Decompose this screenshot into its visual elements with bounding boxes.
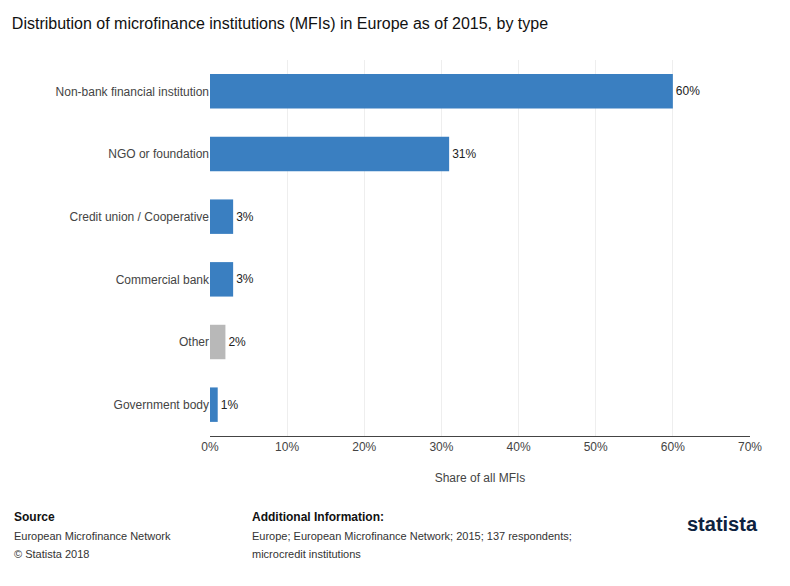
svg-text:30%: 30% xyxy=(429,440,453,454)
svg-text:31%: 31% xyxy=(452,147,476,161)
svg-text:NGO or foundation: NGO or foundation xyxy=(108,147,209,161)
svg-text:Non-bank financial institution: Non-bank financial institution xyxy=(56,85,209,99)
svg-text:Additional Information:: Additional Information: xyxy=(252,510,384,524)
svg-text:© Statista 2018: © Statista 2018 xyxy=(14,548,89,560)
svg-text:Distribution of microfinance i: Distribution of microfinance institution… xyxy=(12,15,548,32)
svg-text:60%: 60% xyxy=(676,84,700,98)
svg-text:European Microfinance Network: European Microfinance Network xyxy=(14,530,171,542)
svg-text:Source: Source xyxy=(14,510,55,524)
svg-text:Commercial bank: Commercial bank xyxy=(116,273,210,287)
svg-text:70%: 70% xyxy=(738,440,762,454)
svg-text:0%: 0% xyxy=(201,440,219,454)
svg-text:Europe; European Microfinance: Europe; European Microfinance Network; 2… xyxy=(252,530,572,542)
svg-text:Credit union / Cooperative: Credit union / Cooperative xyxy=(70,210,210,224)
svg-text:60%: 60% xyxy=(661,440,685,454)
svg-text:Government body: Government body xyxy=(114,398,209,412)
svg-text:3%: 3% xyxy=(236,210,254,224)
svg-text:Other: Other xyxy=(179,335,209,349)
svg-text:1%: 1% xyxy=(221,398,239,412)
svg-text:40%: 40% xyxy=(507,440,531,454)
svg-text:3%: 3% xyxy=(236,272,254,286)
svg-text:50%: 50% xyxy=(584,440,608,454)
svg-text:10%: 10% xyxy=(275,440,299,454)
svg-text:microcredit institutions: microcredit institutions xyxy=(252,548,361,560)
svg-text:Share of all MFIs: Share of all MFIs xyxy=(435,471,526,485)
svg-text:statista: statista xyxy=(687,513,758,535)
svg-text:20%: 20% xyxy=(352,440,376,454)
svg-text:2%: 2% xyxy=(228,335,246,349)
